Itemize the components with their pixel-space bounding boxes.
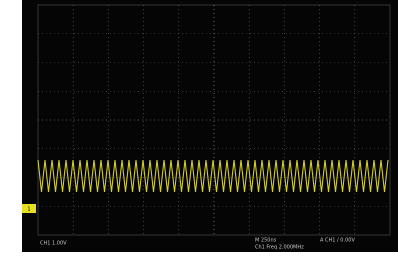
- trigger: A CH1 / 0.00V: [320, 238, 355, 244]
- scope-screen: [22, 0, 398, 252]
- page: 1 CH1 1.00V M 250ns A CH1 / 0.00V Ch1 Fr…: [0, 0, 398, 263]
- timebase: M 250ns: [255, 238, 277, 244]
- channel-scale: CH1 1.00V: [40, 241, 67, 247]
- channel-marker: 1: [27, 207, 30, 213]
- measurement: Ch1 Freq 2.000MHz: [255, 245, 304, 251]
- scope-screenshot: 1 CH1 1.00V M 250ns A CH1 / 0.00V Ch1 Fr…: [0, 0, 398, 263]
